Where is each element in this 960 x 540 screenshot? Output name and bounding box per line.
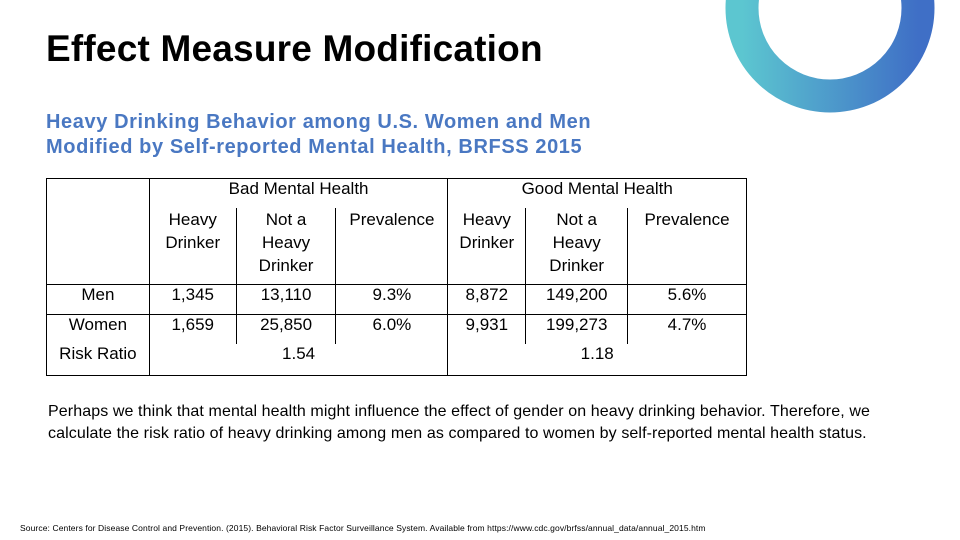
col-header-bad-heavy: Heavy Drinker <box>148 208 237 285</box>
subtitle-line-2: Modified by Self-reported Mental Health,… <box>46 136 583 158</box>
col-header-good-heavy: Heavy Drinker <box>447 208 527 285</box>
decorative-ring <box>725 0 935 113</box>
cell-bad-not-heavy: 25,850 <box>235 314 337 344</box>
source-citation: Source: Centers for Disease Control and … <box>20 523 706 533</box>
cell-good-prevalence: 5.6% <box>627 284 747 315</box>
subtitle-line-1: Heavy Drinking Behavior among U.S. Women… <box>46 111 592 133</box>
slide-subtitle: Heavy Drinking Behavior among U.S. Women… <box>46 110 591 160</box>
explanation-paragraph: Perhaps we think that mental health migh… <box>48 403 870 442</box>
cell-bad-prevalence: 9.3% <box>335 284 449 315</box>
row-label: Risk Ratio <box>46 344 150 376</box>
risk-ratio-good: 1.18 <box>447 344 747 376</box>
empty-label-cell <box>46 208 150 285</box>
table-row-men: Men 1,345 13,110 9.3% 8,872 149,200 5.6% <box>46 284 747 315</box>
row-label: Men <box>46 284 150 315</box>
cell-good-heavy: 9,931 <box>447 314 527 344</box>
risk-table: Bad Mental Health Good Mental Health Hea… <box>46 178 747 376</box>
slide-title: Effect Measure Modification <box>46 28 543 69</box>
cell-good-heavy: 8,872 <box>447 284 527 315</box>
cell-good-prevalence: 4.7% <box>627 314 747 344</box>
col-header-good-not-heavy: Not a Heavy Drinker <box>525 208 629 285</box>
col-header-bad-not-heavy: Not a Heavy Drinker <box>235 208 337 285</box>
risk-ratio-bad: 1.54 <box>148 344 449 376</box>
group-header-good: Good Mental Health <box>447 178 747 208</box>
table-row-risk-ratio: Risk Ratio 1.54 1.18 <box>46 344 747 376</box>
cell-good-not-heavy: 149,200 <box>525 284 629 315</box>
col-header-bad-prevalence: Prevalence <box>335 208 449 285</box>
table-column-header-row: Heavy Drinker Not a Heavy Drinker Prevalenc… <box>46 208 747 285</box>
cell-bad-heavy: 1,345 <box>148 284 237 315</box>
row-label: Women <box>46 314 150 344</box>
col-header-good-prevalence: Prevalence <box>627 208 747 285</box>
table-row-women: Women 1,659 25,850 6.0% 9,931 199,273 4.… <box>46 314 747 344</box>
cell-bad-prevalence: 6.0% <box>335 314 449 344</box>
cell-bad-heavy: 1,659 <box>148 314 237 344</box>
empty-corner-cell <box>46 178 150 208</box>
group-header-bad: Bad Mental Health <box>148 178 449 208</box>
table-group-header-row: Bad Mental Health Good Mental Health <box>46 178 747 208</box>
cell-good-not-heavy: 199,273 <box>525 314 629 344</box>
cell-bad-not-heavy: 13,110 <box>235 284 337 315</box>
